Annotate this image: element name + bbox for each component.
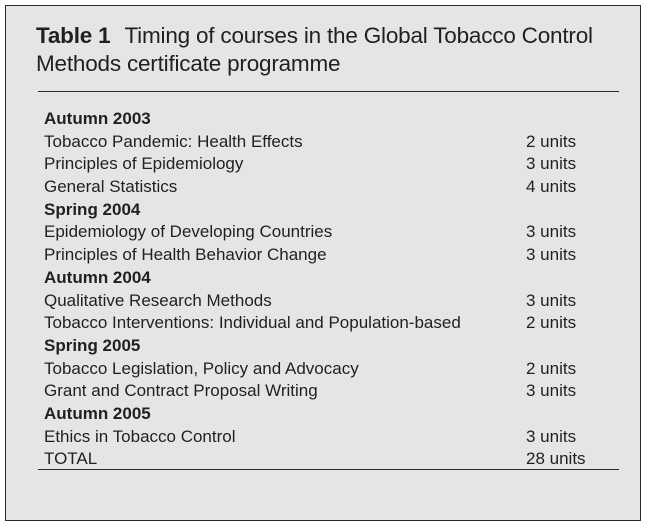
course-name: Qualitative Research Methods xyxy=(44,290,272,310)
course-name: Tobacco Legislation, Policy and Advocacy xyxy=(44,358,359,378)
term-heading-row: Autumn 2003 xyxy=(44,108,614,131)
course-name: Ethics in Tobacco Control xyxy=(44,426,236,446)
course-row: Ethics in Tobacco Control 3 units xyxy=(44,426,614,449)
course-units: 3 units xyxy=(526,245,577,265)
term-heading: Spring 2005 xyxy=(44,335,141,355)
top-rule xyxy=(38,91,619,92)
course-name: Epidemiology of Developing Countries xyxy=(44,222,333,242)
course-units: 3 units xyxy=(526,290,577,310)
course-name: General Statistics xyxy=(44,177,178,197)
bottom-rule xyxy=(38,469,619,470)
course-row: Principles of Health Behavior Change 3 un… xyxy=(44,244,614,267)
course-row: Tobacco Legislation, Policy and Advocacy… xyxy=(44,358,614,381)
table-caption: Table 1 Timing of courses in the Global T… xyxy=(36,22,626,78)
course-name: Principles of Health Behavior Change xyxy=(44,245,327,265)
course-row: Epidemiology of Developing Countries 3 un… xyxy=(44,221,614,244)
table-title: Timing of courses in the Global Tobacco … xyxy=(36,23,593,76)
total-row: TOTAL 28 units xyxy=(44,448,614,471)
term-heading-row: Spring 2004 xyxy=(44,199,614,222)
term-heading-row: Spring 2005 xyxy=(44,335,614,358)
course-row: Tobacco Interventions: Individual and Po… xyxy=(44,312,614,335)
course-units: 3 units xyxy=(526,381,577,401)
course-name: Grant and Contract Proposal Writing xyxy=(44,381,318,401)
term-heading-row: Autumn 2005 xyxy=(44,403,614,426)
course-units: 2 units xyxy=(526,313,577,333)
course-row: Tobacco Pandemic: Health Effects 2 units xyxy=(44,131,614,154)
course-units: 3 units xyxy=(526,222,577,242)
course-name: Principles of Epidemiology xyxy=(44,154,244,174)
course-row: General Statistics 4 units xyxy=(44,176,614,199)
course-row: Grant and Contract Proposal Writing 3 uni… xyxy=(44,380,614,403)
term-heading: Spring 2004 xyxy=(44,199,141,219)
term-heading: Autumn 2004 xyxy=(44,267,151,287)
course-row: Qualitative Research Methods 3 units xyxy=(44,290,614,313)
term-heading: Autumn 2003 xyxy=(44,109,151,128)
course-units: 2 units xyxy=(526,358,577,378)
course-row: Principles of Epidemiology 3 units xyxy=(44,153,614,176)
term-heading-row: Autumn 2004 xyxy=(44,267,614,290)
course-units: 3 units xyxy=(526,426,577,446)
course-units: 4 units xyxy=(526,177,577,197)
course-units: 3 units xyxy=(526,154,577,174)
table-panel: Table 1 Timing of courses in the Global T… xyxy=(5,5,641,521)
course-table: Autumn 2003 Tobacco Pandemic: Health Effe… xyxy=(44,108,614,471)
total-units: 28 units xyxy=(526,449,586,469)
term-heading: Autumn 2005 xyxy=(44,403,151,423)
total-label: TOTAL xyxy=(44,449,98,469)
course-name: Tobacco Pandemic: Health Effects xyxy=(44,131,303,151)
course-units: 2 units xyxy=(526,131,577,151)
table-label: Table 1 xyxy=(36,23,111,48)
course-name: Tobacco Interventions: Individual and Po… xyxy=(44,313,461,333)
